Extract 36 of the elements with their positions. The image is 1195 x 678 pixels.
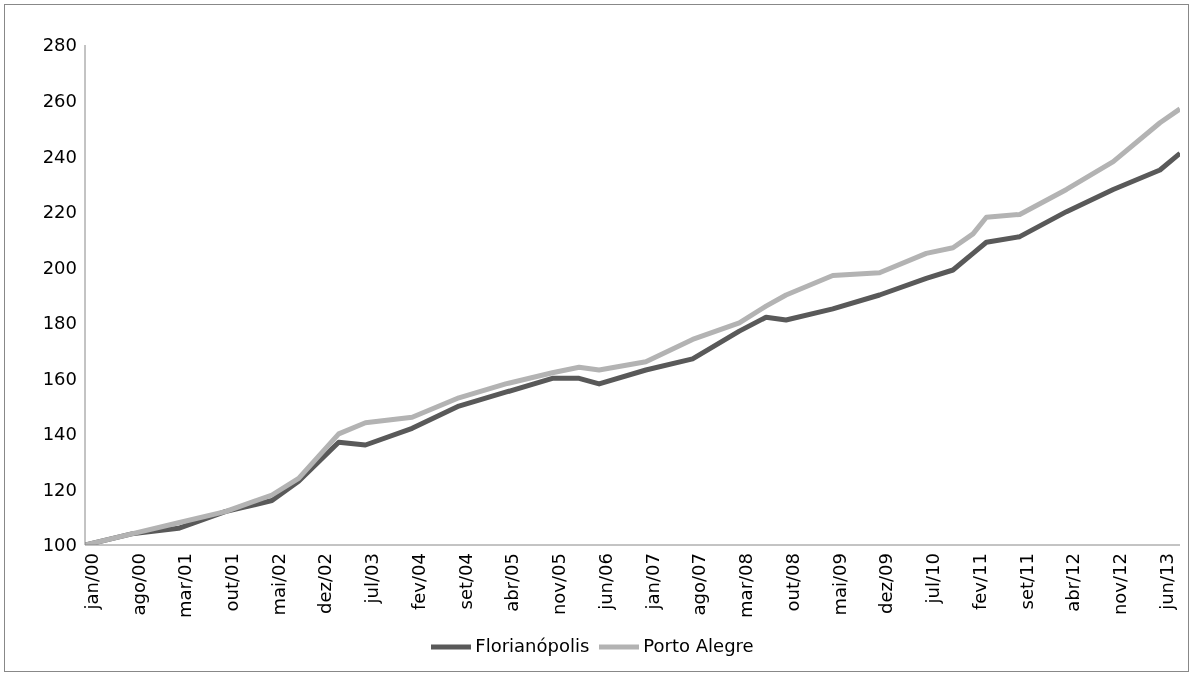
x-tick-label: abr/05 <box>501 553 523 612</box>
x-tick-label: abr/12 <box>1062 553 1084 612</box>
x-tick-label: mai/09 <box>828 553 850 616</box>
y-tick-label: 260 <box>42 89 77 111</box>
x-tick-label: mar/01 <box>174 553 196 618</box>
y-tick-label: 240 <box>42 145 77 167</box>
x-tick-label: set/04 <box>454 553 476 610</box>
y-tick-label: 280 <box>42 34 77 56</box>
x-tick-label: nov/05 <box>548 553 570 616</box>
x-tick-label: ago/00 <box>127 553 149 616</box>
x-tick-label: fev/11 <box>968 553 990 611</box>
legend-label: Florianópolis <box>475 635 590 656</box>
x-tick-label: jan/07 <box>641 553 663 611</box>
x-tick-label: out/01 <box>220 553 242 612</box>
x-tick-label: jul/03 <box>361 553 383 605</box>
x-tick-label: fev/04 <box>407 553 429 611</box>
x-tick-label: jul/10 <box>922 553 944 605</box>
x-tick-label: mar/08 <box>735 553 757 618</box>
x-tick-label: jan/00 <box>80 553 102 611</box>
x-tick-label: ago/07 <box>688 553 710 616</box>
x-tick-label: mai/02 <box>267 553 289 616</box>
x-tick-label: dez/02 <box>314 553 336 614</box>
x-tick-label: jun/06 <box>594 553 616 611</box>
y-tick-label: 180 <box>42 312 77 334</box>
x-tick-label: jun/13 <box>1155 553 1177 611</box>
y-tick-label: 160 <box>42 367 77 389</box>
x-tick-label: nov/12 <box>1109 553 1131 616</box>
y-tick-label: 220 <box>42 201 77 223</box>
x-tick-label: set/11 <box>1015 553 1037 610</box>
x-tick-label: out/08 <box>781 553 803 612</box>
y-tick-label: 200 <box>42 256 77 278</box>
y-tick-label: 140 <box>42 423 77 445</box>
legend-label: Porto Alegre <box>643 635 754 656</box>
x-tick-label: dez/09 <box>875 553 897 614</box>
y-tick-label: 100 <box>42 534 77 556</box>
y-tick-label: 120 <box>42 478 77 500</box>
